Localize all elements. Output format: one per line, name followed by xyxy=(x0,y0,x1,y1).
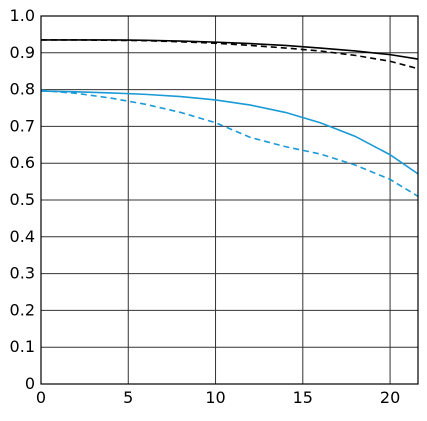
series-layer xyxy=(40,39,419,198)
y-tick-label: 0.8 xyxy=(10,80,35,99)
series-line-4 xyxy=(40,89,419,198)
grid xyxy=(41,16,418,384)
x-tick-label: 5 xyxy=(123,388,133,407)
y-tick-label: 0.5 xyxy=(10,190,35,209)
y-tick-label: 0.4 xyxy=(10,227,35,246)
y-axis-tick-labels: 0 0.1 0.2 0.3 0.4 0.5 0.6 0.7 0.8 0.9 1.0 xyxy=(10,6,35,393)
y-tick-label: 0.7 xyxy=(10,116,35,135)
x-tick-label: 10 xyxy=(205,388,225,407)
plot-frame xyxy=(40,15,419,385)
y-tick-label: 0.9 xyxy=(10,43,35,62)
y-tick-label: 0.2 xyxy=(10,300,35,319)
y-tick-label: 0 xyxy=(25,374,35,393)
y-tick-label: 0.3 xyxy=(10,264,35,283)
y-tick-label: 0.1 xyxy=(10,337,35,356)
y-tick-label: 1.0 xyxy=(10,6,35,25)
series-line-2 xyxy=(41,39,419,70)
y-tick-label: 0.6 xyxy=(10,153,35,172)
series-line-3 xyxy=(40,90,419,175)
x-tick-label: 20 xyxy=(380,388,400,407)
x-tick-label: 15 xyxy=(293,388,313,407)
x-tick-label: 0 xyxy=(36,388,46,407)
x-axis-tick-labels: 0 5 10 15 20 xyxy=(36,388,400,407)
